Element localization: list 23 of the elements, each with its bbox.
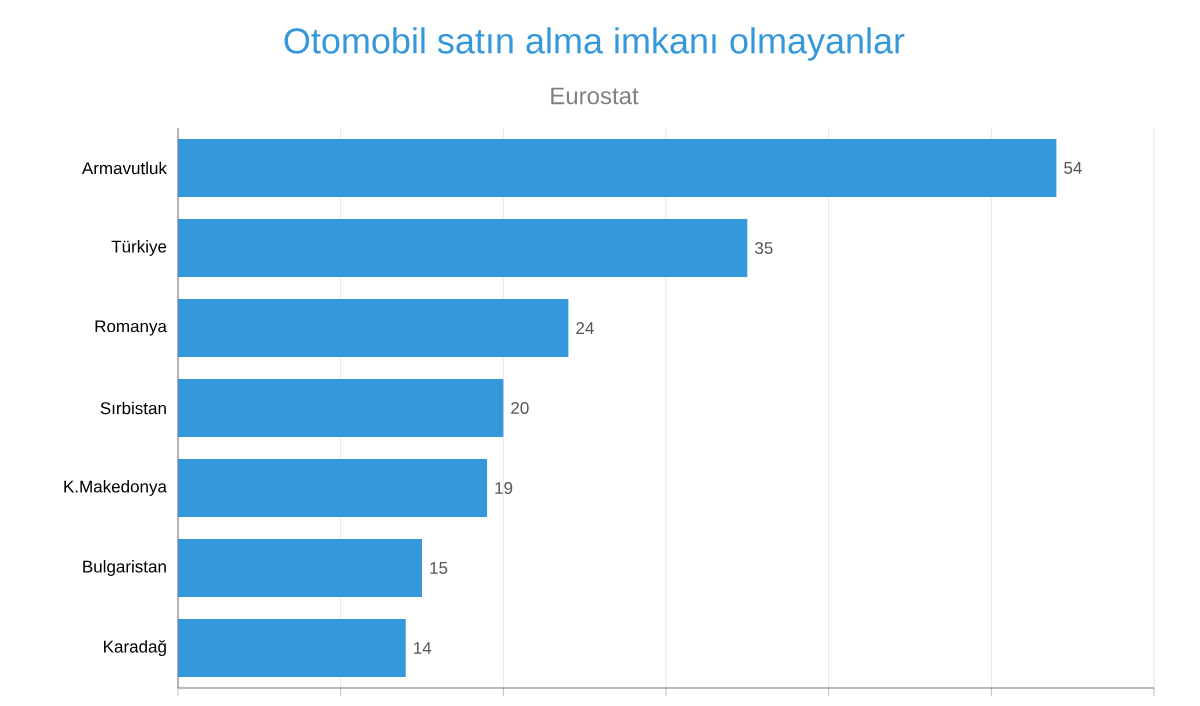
y-tick-label: Karadağ: [104, 639, 166, 657]
bar: [178, 219, 748, 278]
chart-title: Otomobil satın alma imkanı olmayanlar: [284, 27, 905, 61]
y-tick-label: Sırbistan: [100, 401, 166, 415]
bar: [178, 379, 504, 437]
y-tick-label: K.Makedonya: [64, 480, 167, 496]
bar: [178, 459, 488, 517]
data-label: 14: [414, 642, 432, 654]
chart-subtitle: Eurostat: [551, 87, 639, 105]
bar: [178, 539, 422, 597]
data-label: 54: [1064, 162, 1082, 174]
data-label: 35: [755, 242, 773, 255]
y-tick-label: Romanya: [95, 320, 167, 336]
bar: [178, 299, 569, 357]
y-tick-label: Türkiye: [111, 240, 167, 256]
y-tick-label: Bulgaristan: [83, 560, 166, 576]
bar: [178, 139, 1057, 198]
data-label: 24: [576, 322, 594, 334]
y-tick-label: Armavutluk: [81, 161, 167, 175]
data-label: 20: [511, 402, 529, 415]
bar: [178, 619, 406, 677]
data-label: 19: [495, 481, 513, 495]
data-label: 15: [430, 562, 448, 574]
